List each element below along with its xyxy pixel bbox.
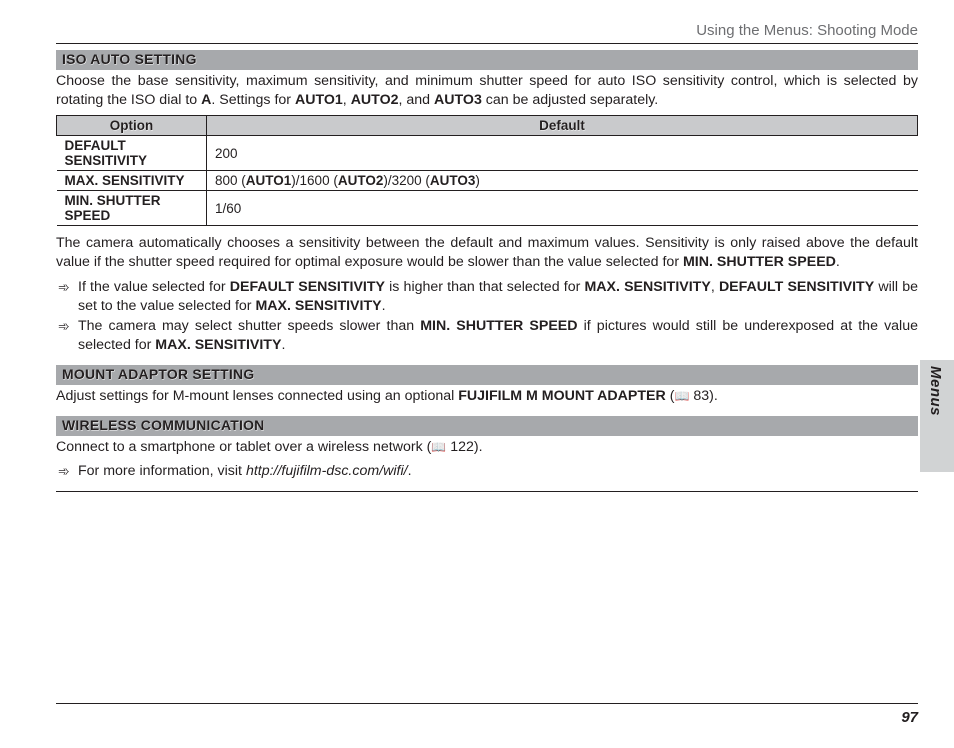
page-ref: 83). <box>689 388 717 404</box>
section-heading-iso-label: ISO AUTO SETTING <box>62 51 197 67</box>
iso-intro-paragraph: Choose the base sensitivity, maximum sen… <box>56 72 918 109</box>
text-bold: MIN. SHUTTER SPEED <box>683 254 836 270</box>
text: )/3200 ( <box>383 173 430 188</box>
text-bold: DEFAULT SENSITIVITY <box>719 279 874 295</box>
text: . <box>408 463 412 479</box>
page-number: 97 <box>901 709 918 726</box>
page-ref: 122). <box>446 439 482 455</box>
section-heading-mount: MOUNT ADAPTOR SETTING <box>56 365 918 385</box>
text-bold: MAX. SENSITIVITY <box>255 298 381 314</box>
bullet-icon: ➾ <box>56 317 78 354</box>
cell-option: MAX. SENSITIVITY <box>57 171 207 191</box>
text-bold: AUTO2 <box>351 92 399 108</box>
section-heading-mount-label: MOUNT ADAPTOR SETTING <box>62 366 254 382</box>
page-header: Using the Menus: Shooting Mode <box>56 22 918 44</box>
text-bold: AUTO1 <box>295 92 343 108</box>
text: The camera may select shutter speeds slo… <box>78 318 420 334</box>
text: , <box>711 279 719 295</box>
table-row: DEFAULT SENSITIVITY 200 <box>57 136 918 171</box>
list-item: ➾ If the value selected for DEFAULT SENS… <box>56 278 918 315</box>
text: ( <box>666 388 675 404</box>
text: . Settings for <box>211 92 295 108</box>
text: can be adjusted separately. <box>482 92 658 108</box>
col-option: Option <box>57 116 207 136</box>
text: Adjust settings for M-mount lenses conne… <box>56 388 458 404</box>
col-default: Default <box>207 116 918 136</box>
content-area: Using the Menus: Shooting Mode ISO AUTO … <box>56 22 918 492</box>
cell-default: 1/60 <box>207 191 918 226</box>
text: . <box>382 298 386 314</box>
text: . <box>836 254 840 270</box>
footer-rule <box>56 703 918 704</box>
table-header-row: Option Default <box>57 116 918 136</box>
bullet-icon: ➾ <box>56 278 78 315</box>
text: . <box>281 337 285 353</box>
section-heading-wireless: WIRELESS COMMUNICATION <box>56 416 918 436</box>
text-bold: DEFAULT SENSITIVITY <box>230 279 385 295</box>
cell-default: 800 (AUTO1)/1600 (AUTO2)/3200 (AUTO3) <box>207 171 918 191</box>
text: For more information, visit <box>78 463 246 479</box>
iso-para2: The camera automatically chooses a sensi… <box>56 234 918 271</box>
page-ref-icon: 📖 <box>674 389 689 405</box>
bullet-text: For more information, visit http://fujif… <box>78 462 918 481</box>
table-row: MAX. SENSITIVITY 800 (AUTO1)/1600 (AUTO2… <box>57 171 918 191</box>
bullet-text: If the value selected for DEFAULT SENSIT… <box>78 278 918 315</box>
list-item: ➾ For more information, visit http://fuj… <box>56 462 918 481</box>
cell-option: MIN. SHUTTER SPEED <box>57 191 207 226</box>
text: , and <box>399 92 435 108</box>
text: is higher than that selected for <box>385 279 584 295</box>
iso-bullet-list: ➾ If the value selected for DEFAULT SENS… <box>56 278 918 355</box>
text-bold: MAX. SENSITIVITY <box>584 279 710 295</box>
section-heading-wireless-label: WIRELESS COMMUNICATION <box>62 417 264 433</box>
cell-default: 200 <box>207 136 918 171</box>
text-bold: AUTO1 <box>246 173 292 188</box>
text: ) <box>475 173 480 188</box>
text-bold: AUTO3 <box>434 92 482 108</box>
wireless-bullet-list: ➾ For more information, visit http://fuj… <box>56 462 918 492</box>
text-bold: AUTO3 <box>430 173 476 188</box>
iso-options-table: Option Default DEFAULT SENSITIVITY 200 M… <box>56 115 918 226</box>
text: If the value selected for <box>78 279 230 295</box>
side-tab-label: Menus <box>924 360 944 472</box>
text: )/1600 ( <box>291 173 338 188</box>
table-row: MIN. SHUTTER SPEED 1/60 <box>57 191 918 226</box>
text: 800 ( <box>215 173 246 188</box>
text: , <box>343 92 351 108</box>
text-bold: AUTO2 <box>338 173 384 188</box>
manual-page: Menus Using the Menus: Shooting Mode ISO… <box>0 0 954 748</box>
text: Connect to a smartphone or tablet over a… <box>56 439 431 455</box>
cell-option: DEFAULT SENSITIVITY <box>57 136 207 171</box>
bullet-text: The camera may select shutter speeds slo… <box>78 317 918 354</box>
url-text: http://fujifilm-dsc.com/wifi/ <box>246 463 408 479</box>
page-ref-icon: 📖 <box>431 440 446 456</box>
mount-paragraph: Adjust settings for M-mount lenses conne… <box>56 387 918 406</box>
text-bold: FUJIFILM M MOUNT ADAPTER <box>458 388 666 404</box>
text-bold: MIN. SHUTTER SPEED <box>420 318 577 334</box>
section-heading-iso: ISO AUTO SETTING <box>56 50 918 70</box>
bullet-icon: ➾ <box>56 462 78 481</box>
wireless-paragraph: Connect to a smartphone or tablet over a… <box>56 438 918 457</box>
text-bold: MAX. SENSITIVITY <box>155 337 281 353</box>
text-bold: A <box>201 92 211 108</box>
list-item: ➾ The camera may select shutter speeds s… <box>56 317 918 354</box>
